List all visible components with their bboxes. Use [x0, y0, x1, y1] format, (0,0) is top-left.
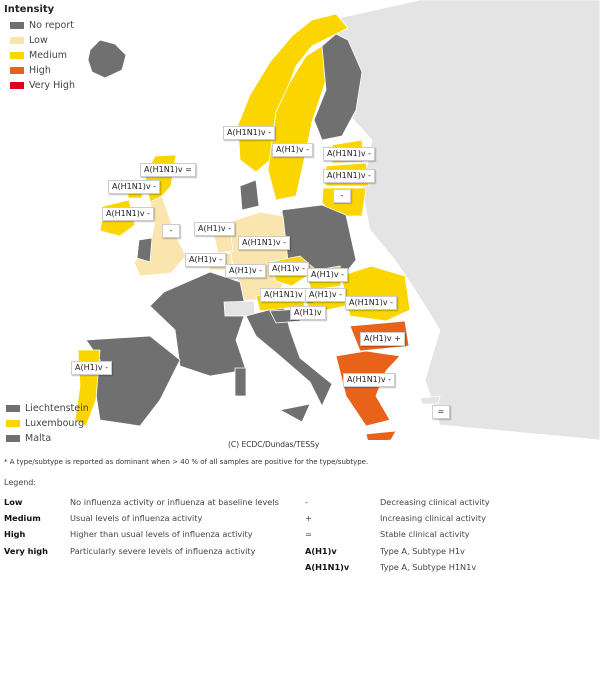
legend-description: Type A, Subtype H1N1v: [380, 561, 477, 572]
subtype-trend-label: -: [333, 189, 351, 203]
subtype-trend-label: A(H1)v -: [185, 253, 226, 267]
intensity-legend-item: Low: [10, 35, 48, 46]
country-name: Liechtenstein: [25, 403, 89, 414]
color-swatch: [10, 52, 24, 59]
subtype-trend-label: A(H1)v -: [268, 262, 309, 276]
color-swatch: [6, 420, 20, 427]
color-swatch: [10, 37, 24, 44]
subtype-trend-label: A(H1)v -: [305, 288, 346, 302]
intensity-legend-item: Medium: [10, 50, 67, 61]
legend-label: No report: [29, 20, 74, 31]
intensity-legend-item: High: [10, 65, 51, 76]
subtype-trend-label: A(H1N1)v -: [102, 207, 155, 221]
legend-description: Increasing clinical activity: [380, 513, 486, 524]
color-swatch: [10, 82, 24, 89]
subtype-trend-label: A(H1N1)v =: [140, 163, 196, 177]
legend-description: Particularly severe levels of influenza …: [70, 545, 256, 556]
small-country-item: Liechtenstein: [6, 403, 89, 414]
intensity-legend-item: Very High: [10, 80, 75, 91]
country-region[interactable]: [419, 395, 441, 405]
subtype-trend-label: A(H1)v -: [71, 361, 112, 375]
legend-title: Legend:: [4, 478, 37, 487]
subtype-trend-label: =: [432, 405, 450, 419]
subtype-trend-label: A(H1)v -: [194, 222, 235, 236]
legend-term: Medium: [4, 513, 41, 524]
subtype-trend-label: A(H1)v: [290, 306, 326, 320]
legend-description: Usual levels of influenza activity: [70, 513, 203, 524]
country-region[interactable]: [87, 39, 127, 79]
legend-term: Low: [4, 497, 23, 507]
legend-description: Decreasing clinical activity: [380, 497, 490, 507]
europe-map: [74, 0, 600, 440]
intensity-legend-title: Intensity: [4, 4, 55, 15]
country-region[interactable]: [278, 403, 311, 423]
legend-symbol: =: [305, 529, 312, 540]
country-region[interactable]: [365, 430, 397, 440]
color-swatch: [6, 405, 20, 412]
country-region[interactable]: [340, 265, 411, 322]
legend-description: Type A, Subtype H1v: [380, 545, 465, 556]
legend-description: No influenza activity or influenza at ba…: [70, 497, 279, 507]
country-region[interactable]: [85, 335, 181, 427]
legend-symbol: A(H1N1)v: [305, 561, 350, 572]
subtype-trend-label: A(H1)v -: [307, 268, 348, 282]
legend-description: Stable clinical activity: [380, 529, 470, 540]
subtype-trend-label: A(H1N1)v -: [323, 147, 376, 161]
legend-description: Higher than usual levels of influenza ac…: [70, 529, 253, 540]
country-name: Malta: [25, 433, 52, 444]
subtype-trend-label: A(H1)v -: [272, 143, 313, 157]
country-region[interactable]: [234, 367, 247, 397]
subtype-trend-label: -: [162, 224, 180, 238]
color-swatch: [10, 67, 24, 74]
subtype-trend-label: A(H1N1)v -: [108, 180, 161, 194]
copyright: (C) ECDC/Dundas/TESSy: [228, 440, 320, 449]
country-region[interactable]: [136, 237, 153, 263]
subtype-trend-label: A(H1N1)v -: [238, 236, 291, 250]
legend-symbol: +: [305, 513, 312, 524]
legend-symbol: A(H1)v: [305, 545, 337, 556]
legend-term: High: [4, 529, 26, 540]
legend-label: Low: [29, 35, 48, 46]
country-region[interactable]: [223, 300, 256, 317]
legend-label: Very High: [29, 80, 75, 91]
small-country-item: Malta: [6, 433, 51, 444]
color-swatch: [6, 435, 20, 442]
subtype-trend-label: A(H1)v +: [360, 332, 405, 346]
legend-label: High: [29, 65, 51, 76]
subtype-trend-label: A(H1)v -: [225, 264, 266, 278]
subtype-trend-label: A(H1N1)v -: [323, 169, 376, 183]
color-swatch: [10, 22, 24, 29]
legend-term: Very high: [4, 545, 48, 556]
country-region[interactable]: [267, 45, 333, 201]
intensity-legend-item: No report: [10, 20, 74, 31]
country-region[interactable]: [313, 33, 363, 141]
footnote: * A type/subtype is reported as dominant…: [4, 458, 369, 466]
subtype-trend-label: A(H1N1)v -: [343, 373, 396, 387]
subtype-trend-label: A(H1N1)v -: [223, 126, 276, 140]
legend-symbol: -: [305, 497, 308, 507]
country-name: Luxembourg: [25, 418, 85, 429]
small-country-item: Luxembourg: [6, 418, 84, 429]
country-region[interactable]: [335, 350, 401, 427]
subtype-trend-label: A(H1N1)v -: [345, 296, 398, 310]
country-region[interactable]: [239, 179, 260, 211]
legend-label: Medium: [29, 50, 67, 61]
